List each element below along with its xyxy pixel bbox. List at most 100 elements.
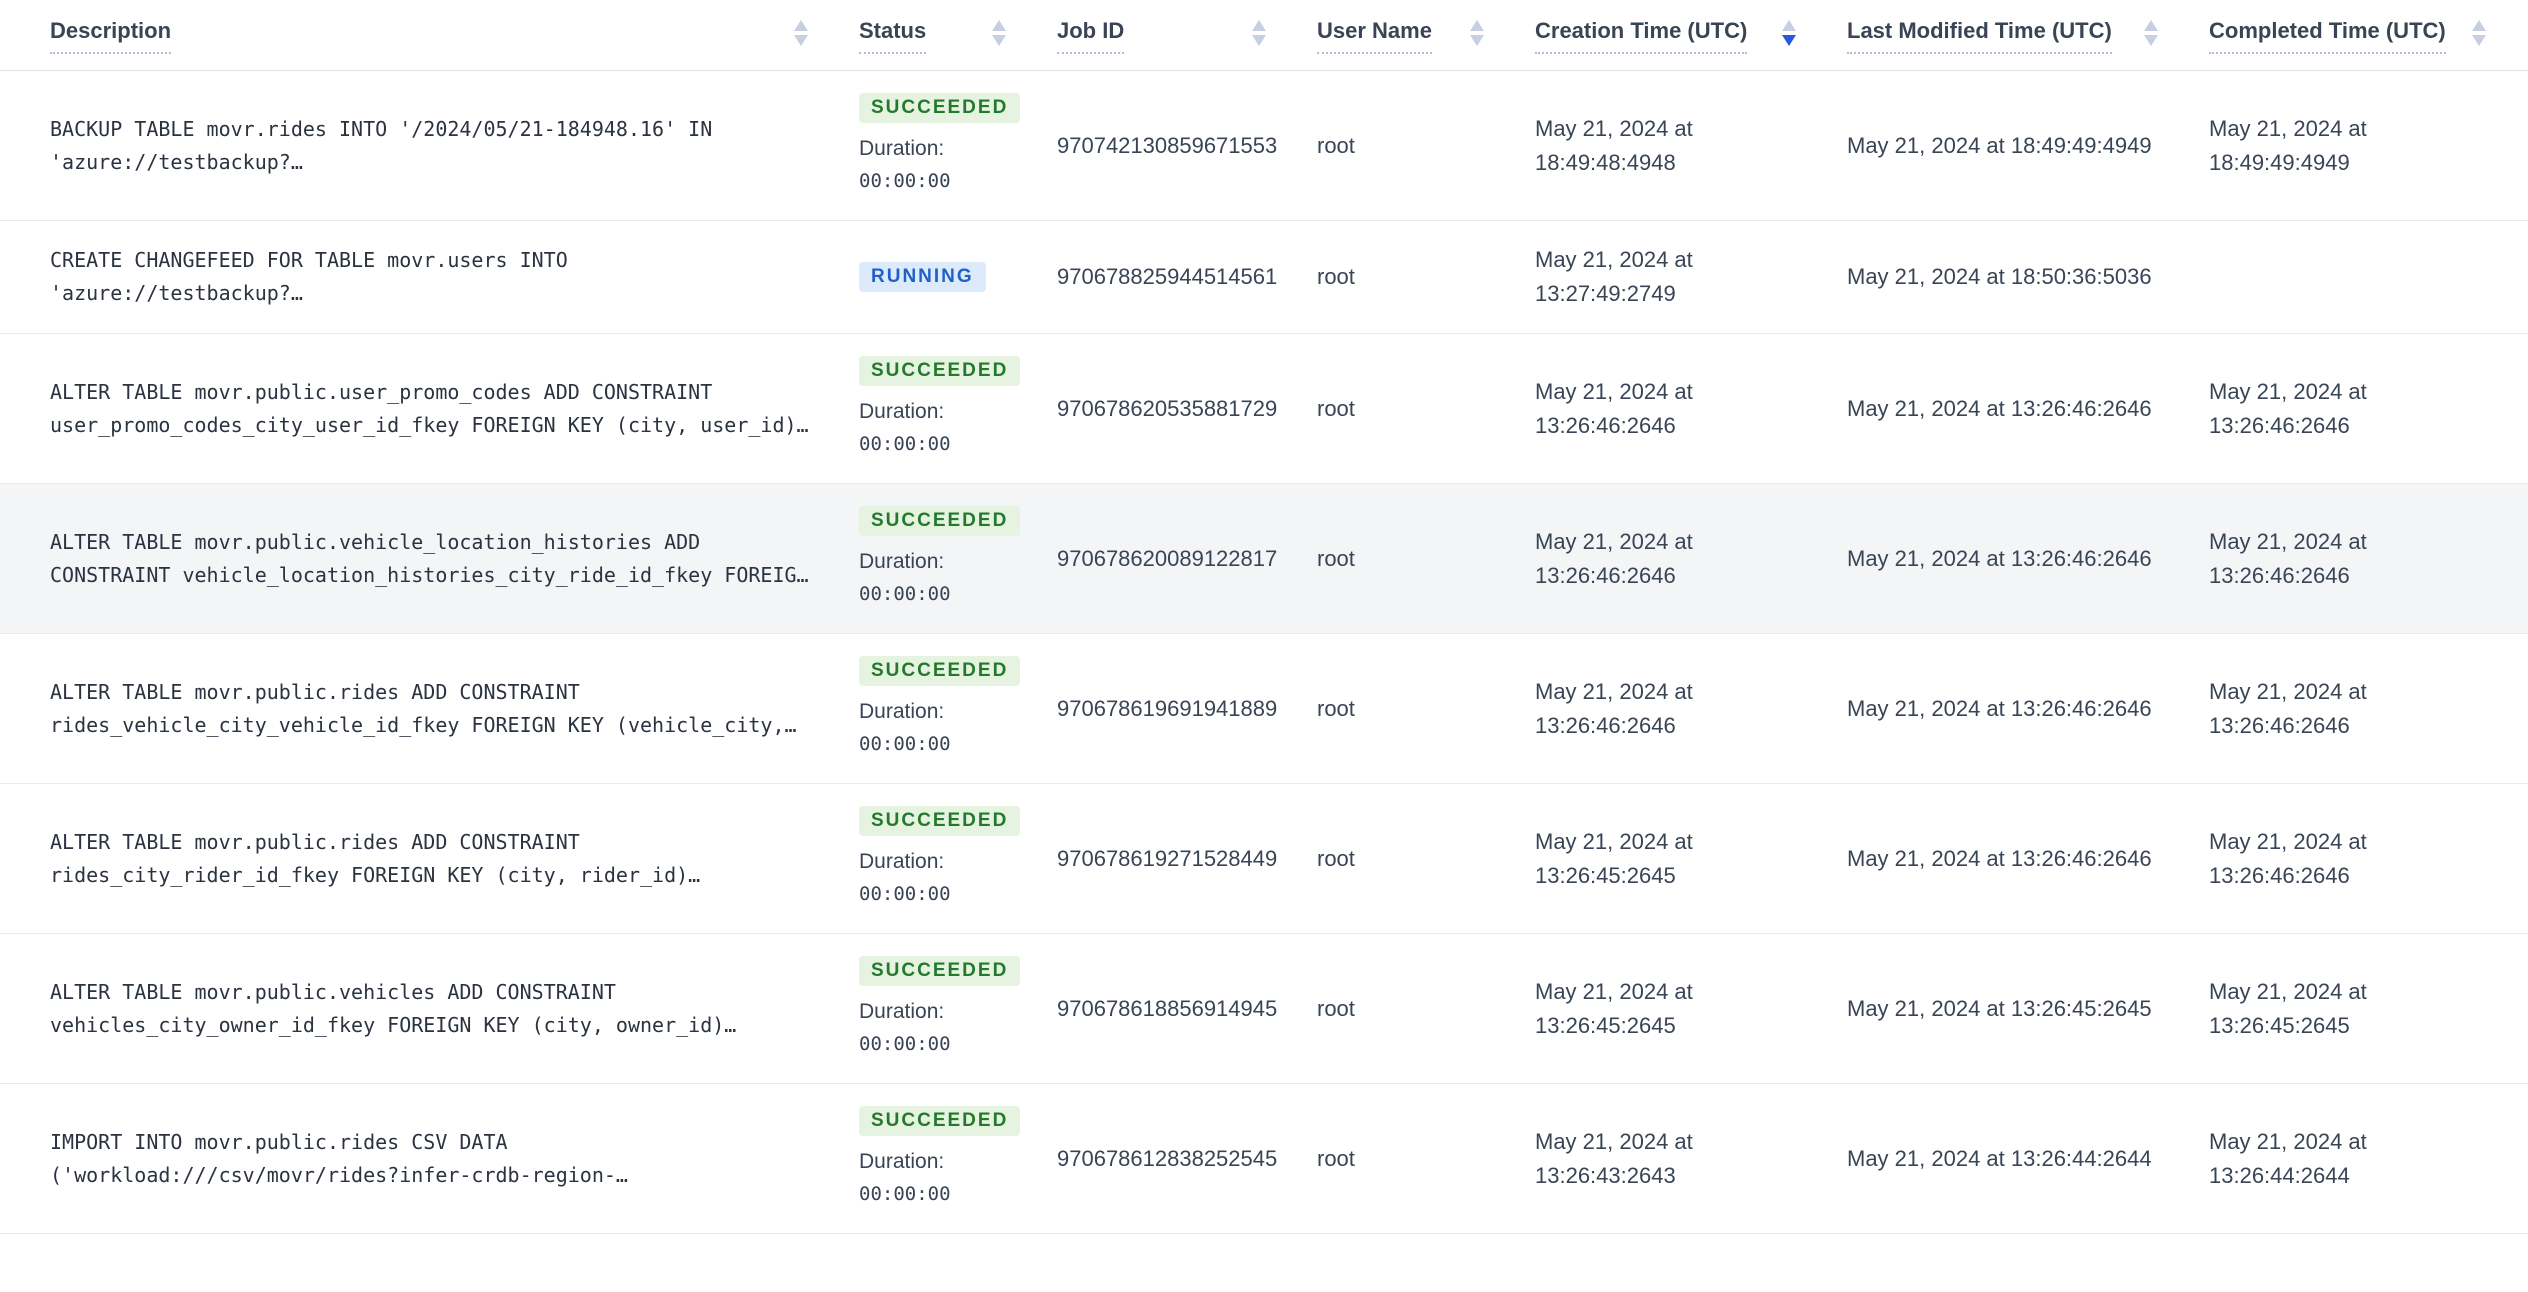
sort-desc-icon[interactable] <box>1252 35 1266 46</box>
duration-value: 00:00:00 <box>859 583 951 605</box>
job-duration: Duration: 00:00:00 <box>859 545 1048 611</box>
status-badge: SUCCEEDED <box>859 1106 1021 1136</box>
job-id-cell: 970678619691941889 <box>1048 633 1308 784</box>
jobs-table-header: Description Status Job ID User Name <box>0 0 2528 71</box>
completed-time-cell: May 21, 2024 at 18:49:49:4949 <box>2200 70 2528 221</box>
job-description[interactable]: IMPORT INTO movr.public.rides CSV DATA (… <box>50 1129 628 1187</box>
status-badge: RUNNING <box>859 262 986 292</box>
completed-time-cell <box>2200 220 2528 334</box>
sort-asc-icon[interactable] <box>794 20 808 31</box>
completed-time-cell: May 21, 2024 at 13:26:44:2644 <box>2200 1083 2528 1234</box>
sort-asc-icon[interactable] <box>1252 20 1266 31</box>
duration-value: 00:00:00 <box>859 733 951 755</box>
column-header-job-id[interactable]: Job ID <box>1048 0 1308 71</box>
sort-icon[interactable] <box>794 20 808 46</box>
job-id-cell: 970678619271528449 <box>1048 783 1308 934</box>
status-badge: SUCCEEDED <box>859 956 1021 986</box>
status-cell: SUCCEEDED Duration: 00:00:00 <box>850 633 1048 784</box>
status-badge: SUCCEEDED <box>859 93 1021 123</box>
creation-time-cell: May 21, 2024 at 18:49:48:4948 <box>1526 70 1838 221</box>
sort-icon[interactable] <box>1782 20 1796 46</box>
sort-icon[interactable] <box>992 20 1006 46</box>
user-name-cell: root <box>1308 483 1526 634</box>
column-header-user-name[interactable]: User Name <box>1308 0 1526 71</box>
duration-label: Duration: <box>859 137 945 160</box>
job-description[interactable]: ALTER TABLE movr.public.rides ADD CONSTR… <box>50 679 797 737</box>
table-row[interactable]: CREATE CHANGEFEED FOR TABLE movr.users I… <box>0 220 2528 334</box>
description-cell: IMPORT INTO movr.public.rides CSV DATA (… <box>0 1083 850 1234</box>
job-description[interactable]: ALTER TABLE movr.public.vehicles ADD CON… <box>50 979 737 1037</box>
user-name-cell: root <box>1308 333 1526 484</box>
column-header-last-modified-time[interactable]: Last Modified Time (UTC) <box>1838 0 2200 71</box>
jobs-table: Description Status Job ID User Name <box>0 0 2528 1234</box>
duration-label: Duration: <box>859 700 945 723</box>
duration-value: 00:00:00 <box>859 1183 951 1205</box>
table-row[interactable]: ALTER TABLE movr.public.rides ADD CONSTR… <box>0 633 2528 784</box>
job-duration: Duration: 00:00:00 <box>859 845 1048 911</box>
last-modified-time-cell: May 21, 2024 at 13:26:44:2644 <box>1838 1083 2200 1234</box>
column-label-status: Status <box>859 18 927 54</box>
sort-icon[interactable] <box>2472 20 2486 46</box>
status-cell: SUCCEEDED Duration: 00:00:00 <box>850 483 1048 634</box>
status-badge: SUCCEEDED <box>859 356 1021 386</box>
column-label-creation-time: Creation Time (UTC) <box>1535 18 1748 54</box>
job-description[interactable]: ALTER TABLE movr.public.vehicle_location… <box>50 529 809 587</box>
sort-asc-icon[interactable] <box>1782 20 1796 31</box>
sort-desc-icon[interactable] <box>2472 35 2486 46</box>
last-modified-time-cell: May 21, 2024 at 13:26:45:2645 <box>1838 933 2200 1084</box>
column-header-completed-time[interactable]: Completed Time (UTC) <box>2200 0 2528 71</box>
duration-value: 00:00:00 <box>859 433 951 455</box>
creation-time-cell: May 21, 2024 at 13:26:46:2646 <box>1526 333 1838 484</box>
user-name-cell: root <box>1308 1083 1526 1234</box>
table-row[interactable]: IMPORT INTO movr.public.rides CSV DATA (… <box>0 1083 2528 1234</box>
status-cell: SUCCEEDED Duration: 00:00:00 <box>850 333 1048 484</box>
job-duration: Duration: 00:00:00 <box>859 1145 1048 1211</box>
sort-icon[interactable] <box>2144 20 2158 46</box>
column-header-creation-time[interactable]: Creation Time (UTC) <box>1526 0 1838 71</box>
status-badge: SUCCEEDED <box>859 656 1021 686</box>
duration-label: Duration: <box>859 1000 945 1023</box>
sort-asc-icon[interactable] <box>1470 20 1484 31</box>
job-duration: Duration: 00:00:00 <box>859 695 1048 761</box>
creation-time-cell: May 21, 2024 at 13:26:43:2643 <box>1526 1083 1838 1234</box>
sort-desc-icon[interactable] <box>1470 35 1484 46</box>
sort-desc-icon[interactable] <box>2144 35 2158 46</box>
column-label-completed-time: Completed Time (UTC) <box>2209 18 2446 54</box>
table-row[interactable]: BACKUP TABLE movr.rides INTO '/2024/05/2… <box>0 70 2528 221</box>
column-header-description[interactable]: Description <box>0 0 850 71</box>
description-cell: ALTER TABLE movr.public.vehicles ADD CON… <box>0 933 850 1084</box>
job-description[interactable]: CREATE CHANGEFEED FOR TABLE movr.users I… <box>50 248 568 305</box>
last-modified-time-cell: May 21, 2024 at 18:50:36:5036 <box>1838 220 2200 334</box>
last-modified-time-cell: May 21, 2024 at 13:26:46:2646 <box>1838 783 2200 934</box>
completed-time-cell: May 21, 2024 at 13:26:46:2646 <box>2200 333 2528 484</box>
job-description[interactable]: ALTER TABLE movr.public.user_promo_codes… <box>50 379 809 437</box>
sort-desc-icon[interactable] <box>1782 35 1796 46</box>
table-row[interactable]: ALTER TABLE movr.public.user_promo_codes… <box>0 333 2528 484</box>
table-row[interactable]: ALTER TABLE movr.public.vehicle_location… <box>0 483 2528 634</box>
user-name-cell: root <box>1308 220 1526 334</box>
column-header-status[interactable]: Status <box>850 0 1048 71</box>
sort-asc-icon[interactable] <box>2144 20 2158 31</box>
duration-value: 00:00:00 <box>859 1033 951 1055</box>
duration-value: 00:00:00 <box>859 170 951 192</box>
column-label-user-name: User Name <box>1317 18 1432 54</box>
sort-icon[interactable] <box>1252 20 1266 46</box>
job-duration: Duration: 00:00:00 <box>859 395 1048 461</box>
table-row[interactable]: ALTER TABLE movr.public.rides ADD CONSTR… <box>0 783 2528 934</box>
user-name-cell: root <box>1308 633 1526 784</box>
status-badge: SUCCEEDED <box>859 806 1021 836</box>
description-cell: BACKUP TABLE movr.rides INTO '/2024/05/2… <box>0 70 850 221</box>
completed-time-cell: May 21, 2024 at 13:26:46:2646 <box>2200 483 2528 634</box>
description-cell: ALTER TABLE movr.public.vehicle_location… <box>0 483 850 634</box>
table-row[interactable]: ALTER TABLE movr.public.vehicles ADD CON… <box>0 933 2528 1084</box>
sort-desc-icon[interactable] <box>794 35 808 46</box>
user-name-cell: root <box>1308 933 1526 1084</box>
sort-asc-icon[interactable] <box>992 20 1006 31</box>
creation-time-cell: May 21, 2024 at 13:26:45:2645 <box>1526 783 1838 934</box>
sort-desc-icon[interactable] <box>992 35 1006 46</box>
job-description[interactable]: ALTER TABLE movr.public.rides ADD CONSTR… <box>50 829 701 887</box>
job-description[interactable]: BACKUP TABLE movr.rides INTO '/2024/05/2… <box>50 116 713 174</box>
sort-icon[interactable] <box>1470 20 1484 46</box>
user-name-cell: root <box>1308 783 1526 934</box>
sort-asc-icon[interactable] <box>2472 20 2486 31</box>
